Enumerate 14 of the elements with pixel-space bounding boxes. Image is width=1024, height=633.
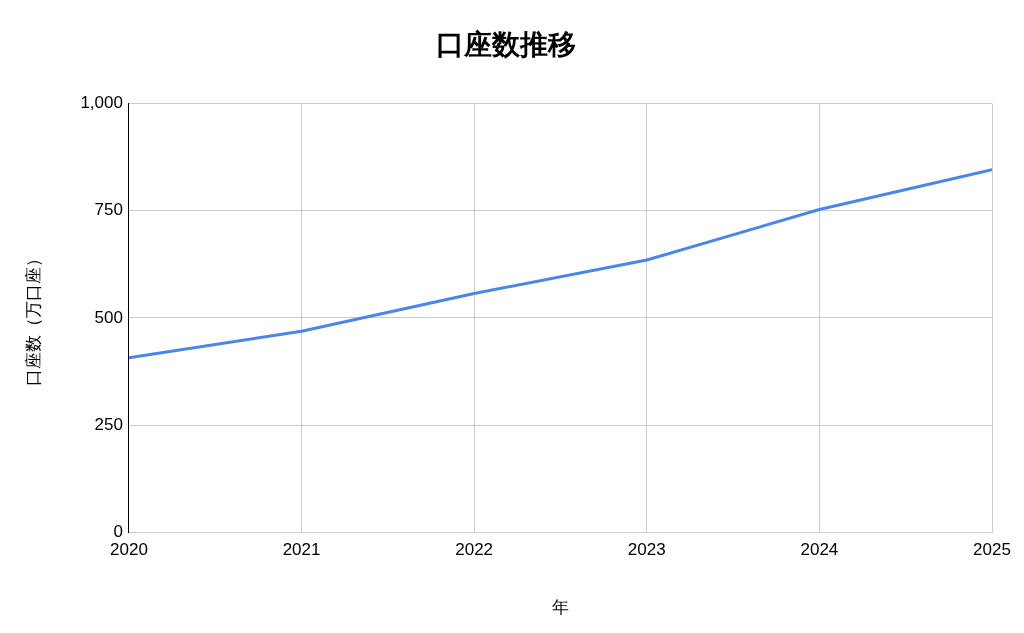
x-tick-label: 2021 <box>282 540 321 560</box>
x-tick-label: 2020 <box>110 540 148 560</box>
y-tick-label: 500 <box>94 307 123 327</box>
y-tick-label: 250 <box>94 414 123 434</box>
x-tick-label: 2024 <box>800 540 839 560</box>
y-tick-label: 750 <box>94 200 123 220</box>
x-tick-label: 2022 <box>455 540 494 560</box>
y-axis-title: 口座数（万口座） <box>22 249 43 386</box>
x-axis-title: 年 <box>551 597 569 618</box>
chart-title: 口座数推移 <box>436 28 576 62</box>
y-tick-label: 0 <box>113 521 123 541</box>
x-tick-label: 2025 <box>973 540 1011 560</box>
x-tick-label: 2023 <box>627 540 666 560</box>
y-tick-label: 1,000 <box>80 93 123 113</box>
